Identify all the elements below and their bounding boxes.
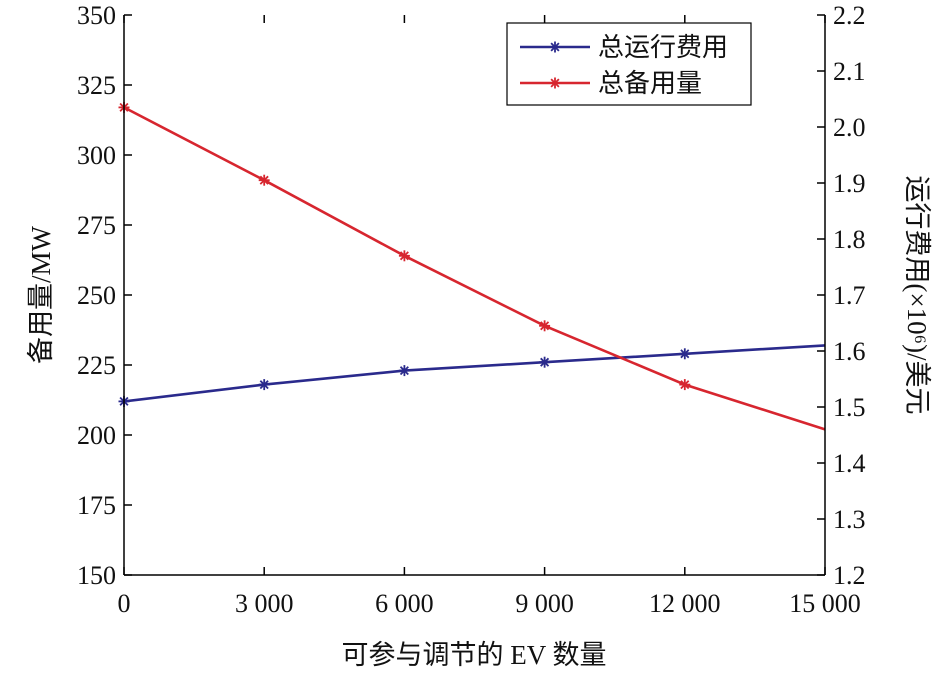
series-1-point xyxy=(258,379,270,391)
right-y-tick-label: 2.1 xyxy=(833,57,866,86)
x-tick-label: 6 000 xyxy=(375,589,434,618)
legend-box xyxy=(506,22,752,106)
series-2-point xyxy=(679,379,691,391)
left-y-tick-label: 200 xyxy=(77,421,116,450)
left-y-tick-label: 250 xyxy=(77,281,116,310)
left-y-tick-label: 325 xyxy=(77,71,116,100)
plot-area xyxy=(124,15,825,575)
x-tick-label: 12 000 xyxy=(649,589,721,618)
right-y-tick-label: 2.0 xyxy=(833,113,866,142)
right-y-tick-label: 1.9 xyxy=(833,169,866,198)
right-y-tick-label: 1.6 xyxy=(833,337,866,366)
right-y-tick-label: 2.2 xyxy=(833,1,866,30)
x-tick-label: 15 000 xyxy=(789,589,861,618)
x-axis-ticks: 0 3 000 6 000 9 000 12 000 15 000 xyxy=(118,15,861,618)
left-y-tick-label: 350 xyxy=(77,1,116,30)
left-y-axis-title: 备用量/MW xyxy=(26,225,56,364)
legend-label: 总备用量 xyxy=(598,69,702,98)
right-y-tick-label: 1.2 xyxy=(833,561,866,590)
series-line-1 xyxy=(123,344,826,403)
legend-swatch-marker xyxy=(549,41,561,53)
right-y-tick-label: 1.3 xyxy=(833,505,866,534)
right-y-tick-label: 1.4 xyxy=(833,449,866,478)
legend-swatch-marker xyxy=(549,77,561,89)
left-y-axis-ticks: 150 175 200 225 250 275 300 325 350 xyxy=(77,1,132,590)
x-tick-label: 0 xyxy=(118,589,131,618)
x-tick-label: 9 000 xyxy=(515,589,574,618)
series-line-2 xyxy=(123,106,826,431)
left-y-tick-label: 225 xyxy=(77,351,116,380)
right-y-axis-title: 运行费用(×10⁶)/美元 xyxy=(902,175,932,414)
right-y-tick-label: 1.8 xyxy=(833,225,866,254)
series-2-point xyxy=(398,250,410,262)
series-1-point xyxy=(679,348,691,360)
series-2-point xyxy=(539,320,551,332)
series-1-point xyxy=(398,365,410,377)
series-layer xyxy=(118,101,826,431)
right-y-tick-label: 1.5 xyxy=(833,393,866,422)
x-axis-title: 可参与调节的 EV 数量 xyxy=(341,640,606,670)
x-tick-label: 3 000 xyxy=(235,589,294,618)
left-y-tick-label: 150 xyxy=(77,561,116,590)
left-y-tick-label: 275 xyxy=(77,211,116,240)
series-2-point xyxy=(258,174,270,186)
right-y-axis-ticks: 1.2 1.3 1.4 1.5 1.6 1.7 1.8 1.9 2.0 2.1 2.2 xyxy=(817,1,866,590)
right-y-tick-label: 1.7 xyxy=(833,281,866,310)
series-1-point xyxy=(539,356,551,368)
left-y-tick-label: 175 xyxy=(77,491,116,520)
left-y-tick-label: 300 xyxy=(77,141,116,170)
legend-label: 总运行费用 xyxy=(598,33,728,62)
